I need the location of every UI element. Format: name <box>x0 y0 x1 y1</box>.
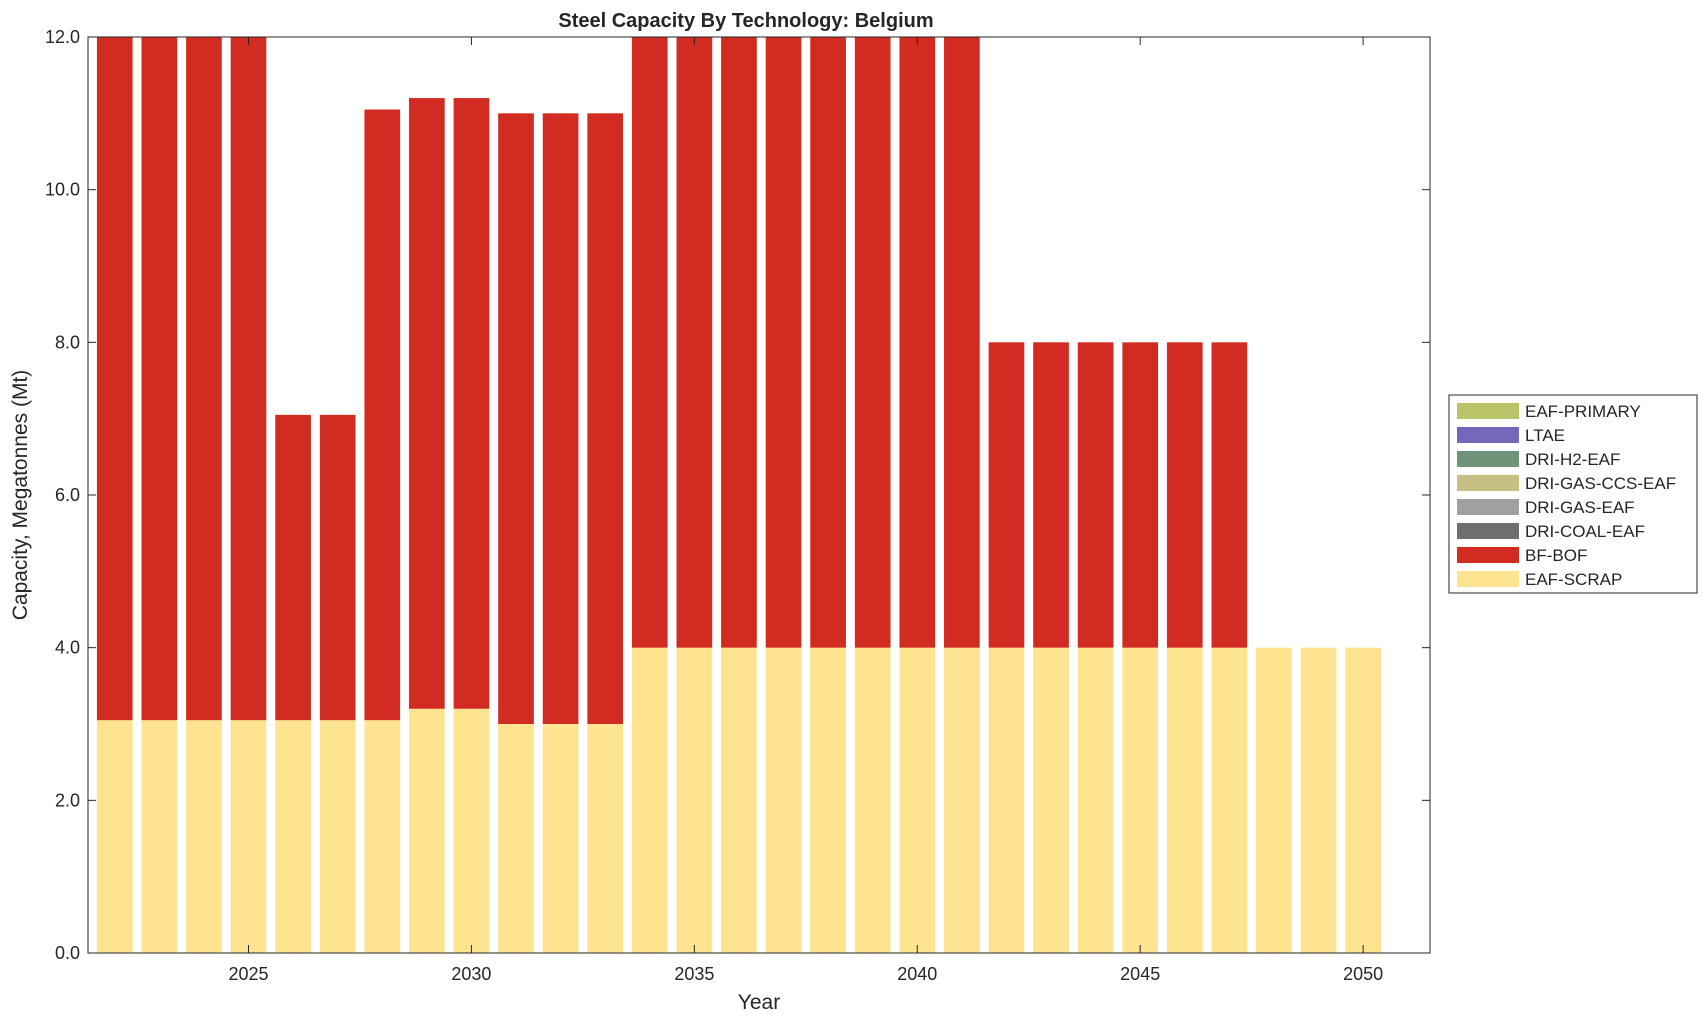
bar-bf-bof-2039 <box>854 37 891 648</box>
bar-bf-bof-2026 <box>275 414 311 721</box>
x-tick-label-2045: 2045 <box>1120 964 1160 984</box>
bar-eaf-scrap-2023 <box>141 720 178 953</box>
legend-label-dri-gas-eaf: DRI-GAS-EAF <box>1525 498 1635 517</box>
legend: EAF-PRIMARY LTAE DRI-H2-EAF DRI-GAS-CCS-EAF… <box>1448 394 1698 594</box>
bar-eaf-scrap-2049 <box>1300 647 1337 953</box>
bar-eaf-scrap-2045 <box>1122 647 1159 953</box>
legend-label-dri-coal-eaf: DRI-COAL-EAF <box>1525 522 1645 541</box>
bar-eaf-scrap-2027 <box>319 720 356 953</box>
bar-eaf-scrap-2024 <box>186 720 222 953</box>
bar-eaf-scrap-2050 <box>1345 647 1381 953</box>
bar-bf-bof-2034 <box>631 37 668 648</box>
bar-bf-bof-2022 <box>96 37 133 721</box>
bar-eaf-scrap-2044 <box>1077 647 1114 953</box>
bar-eaf-scrap-2042 <box>988 647 1025 953</box>
legend-label-eaf-primary: EAF-PRIMARY <box>1525 402 1641 421</box>
bar-bf-bof-2047 <box>1211 342 1248 648</box>
legend-label-ltae: LTAE <box>1525 426 1565 445</box>
y-tick-label-10: 10.0 <box>45 180 80 200</box>
bar-bf-bof-2024 <box>186 37 222 721</box>
y-axis-label: Capacity, Megatonnes (Mt) <box>9 370 32 621</box>
bar-bf-bof-2030 <box>453 98 490 709</box>
bar-bf-bof-2045 <box>1122 342 1159 648</box>
bar-eaf-scrap-2029 <box>409 708 445 953</box>
y-tick-label-0: 0.0 <box>55 943 80 963</box>
legend-swatch-bf-bof <box>1457 547 1519 563</box>
x-tick-label-2035: 2035 <box>674 964 714 984</box>
legend-swatch-eaf-primary <box>1457 403 1519 419</box>
bar-bf-bof-2046 <box>1166 342 1203 648</box>
bar-eaf-scrap-2026 <box>275 720 311 953</box>
bar-bf-bof-2038 <box>810 37 846 648</box>
bar-eaf-scrap-2022 <box>96 720 133 953</box>
legend-swatch-dri-gas-ccs-eaf <box>1457 475 1519 491</box>
bar-bf-bof-2031 <box>498 113 534 724</box>
bar-eaf-scrap-2030 <box>453 708 490 953</box>
bar-eaf-scrap-2036 <box>721 647 757 953</box>
bar-eaf-scrap-2047 <box>1211 647 1248 953</box>
bar-eaf-scrap-2025 <box>230 720 267 953</box>
bar-eaf-scrap-2033 <box>587 724 624 953</box>
legend-swatch-dri-coal-eaf <box>1457 523 1519 539</box>
bar-bf-bof-2041 <box>944 37 980 648</box>
bars-layer <box>96 37 1381 953</box>
ticks-layer: 2025 2030 2035 2040 2045 2050 0.0 2.0 4.0 6.0 8.0 1… <box>45 27 1430 984</box>
chart-title: Steel Capacity By Technology: Belgium <box>558 10 933 32</box>
bar-bf-bof-2043 <box>1033 342 1069 648</box>
bar-bf-bof-2035 <box>676 37 713 648</box>
bar-bf-bof-2036 <box>721 37 757 648</box>
legend-label-dri-gas-ccs-eaf: DRI-GAS-CCS-EAF <box>1525 474 1676 493</box>
bar-eaf-scrap-2039 <box>854 647 891 953</box>
bar-bf-bof-2023 <box>141 37 178 721</box>
legend-swatch-eaf-scrap <box>1457 571 1519 587</box>
bar-eaf-scrap-2043 <box>1033 647 1069 953</box>
bar-bf-bof-2033 <box>587 113 624 724</box>
x-tick-label-2040: 2040 <box>897 964 937 984</box>
legend-swatch-ltae <box>1457 427 1519 443</box>
y-tick-label-4: 4.0 <box>55 638 80 658</box>
y-tick-label-8: 8.0 <box>55 332 80 352</box>
legend-label-dri-h2-eaf: DRI-H2-EAF <box>1525 450 1620 469</box>
bar-eaf-scrap-2041 <box>944 647 980 953</box>
x-axis-label: Year <box>738 991 780 1014</box>
legend-swatch-dri-gas-eaf <box>1457 499 1519 515</box>
bar-eaf-scrap-2040 <box>899 647 936 953</box>
bar-eaf-scrap-2031 <box>498 724 534 953</box>
bar-bf-bof-2025 <box>230 37 267 721</box>
bar-bf-bof-2032 <box>542 113 579 724</box>
bar-bf-bof-2027 <box>319 414 356 721</box>
bar-eaf-scrap-2035 <box>676 647 713 953</box>
bar-bf-bof-2044 <box>1077 342 1114 648</box>
bar-eaf-scrap-2034 <box>631 647 668 953</box>
y-tick-label-6: 6.0 <box>55 485 80 505</box>
y-tick-label-12: 12.0 <box>45 27 80 47</box>
bar-eaf-scrap-2046 <box>1166 647 1203 953</box>
legend-label-eaf-scrap: EAF-SCRAP <box>1525 570 1622 589</box>
bar-bf-bof-2028 <box>364 109 401 721</box>
bar-eaf-scrap-2028 <box>364 720 401 953</box>
bar-eaf-scrap-2048 <box>1256 647 1292 953</box>
bar-bf-bof-2037 <box>765 37 802 648</box>
bar-eaf-scrap-2037 <box>765 647 802 953</box>
legend-label-bf-bof: BF-BOF <box>1525 546 1587 565</box>
bar-eaf-scrap-2038 <box>810 647 846 953</box>
x-tick-label-2030: 2030 <box>451 964 491 984</box>
bar-bf-bof-2040 <box>899 37 936 648</box>
x-tick-label-2025: 2025 <box>228 964 268 984</box>
bar-bf-bof-2042 <box>988 342 1025 648</box>
y-tick-label-2: 2.0 <box>55 790 80 810</box>
x-tick-label-2050: 2050 <box>1343 964 1383 984</box>
bar-bf-bof-2029 <box>409 98 445 709</box>
bar-eaf-scrap-2032 <box>542 724 579 953</box>
legend-swatch-dri-h2-eaf <box>1457 451 1519 467</box>
